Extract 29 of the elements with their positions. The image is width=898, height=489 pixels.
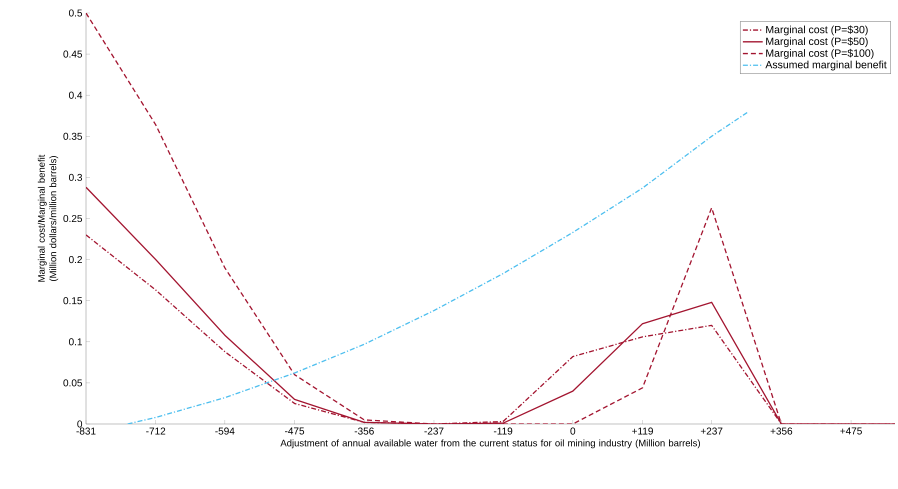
x-tick-label: 0 (570, 428, 576, 435)
legend-label: Marginal cost (P=$30) (766, 25, 868, 36)
x-tick-label: -119 (494, 428, 512, 435)
x-tick-label: +237 (700, 428, 722, 435)
legend-label: Marginal cost (P=$50) (766, 37, 868, 48)
y-tick-label: 0.1 (68, 338, 82, 346)
y-tick-label: 0.05 (63, 379, 82, 386)
x-tick-label: -831 (76, 428, 96, 435)
y-tick-label: 0.15 (63, 297, 82, 304)
legend-label: Marginal cost (P=$100) (766, 48, 874, 59)
x-tick-label: -237 (424, 428, 444, 435)
y-tick-label: 0.2 (68, 256, 82, 264)
y-tick-label: 0.25 (63, 214, 82, 222)
y-tick-label: 0 (77, 420, 82, 428)
y-tick-label: 0.35 (63, 132, 82, 140)
x-tick-label: -475 (284, 428, 304, 434)
y-tick-label: 0.45 (63, 50, 82, 58)
y-tick-label: 0.4 (68, 92, 82, 99)
x-tick-label: -356 (354, 428, 374, 435)
x-axis-title: Adjustment of annual available water from the current status for oil mining industry (Million barrels) (280, 439, 700, 448)
x-tick-label: +475 (840, 428, 862, 434)
x-tick-label: +356 (770, 428, 792, 435)
y-axis-title: Marginal cost/Marginal benefit (Million dollars/million barrels) (38, 154, 58, 282)
legend-label: Assumed marginal benefit (765, 60, 887, 70)
x-tick-label: -712 (146, 428, 166, 434)
x-tick-label: -594 (215, 428, 235, 435)
y-tick-label: 0.5 (68, 9, 82, 17)
x-tick-label: +119 (632, 428, 653, 435)
y-tick-label: 0.3 (68, 174, 82, 181)
